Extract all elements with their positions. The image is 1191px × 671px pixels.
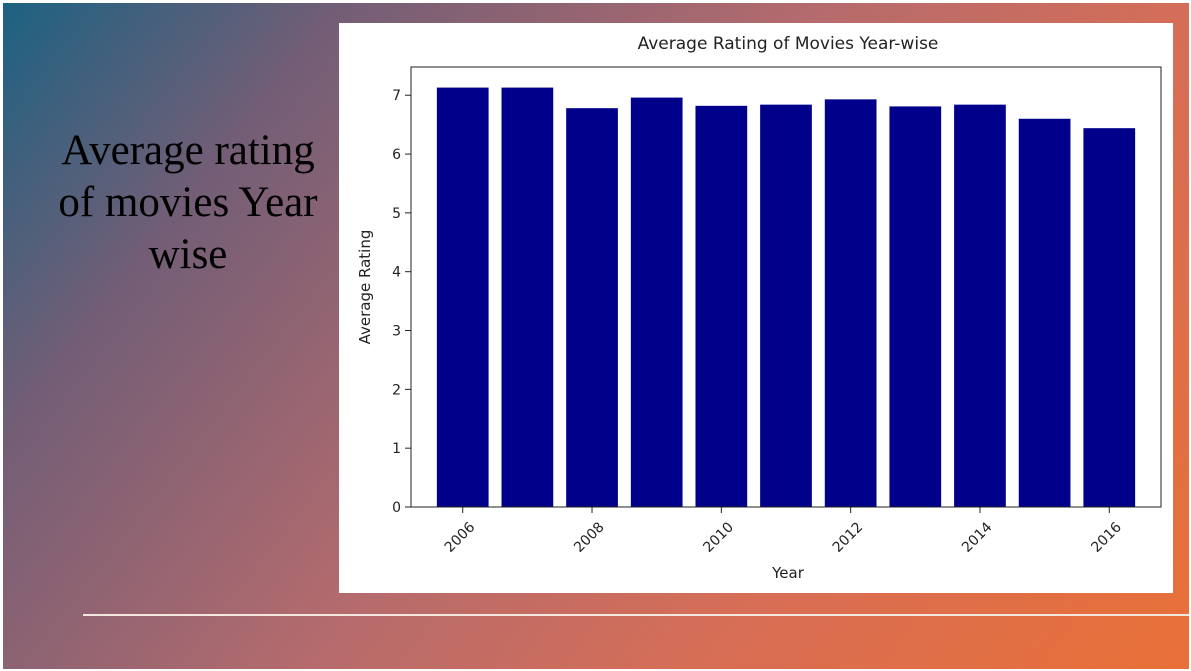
y-tick-label: 4 xyxy=(392,265,401,281)
x-tick-label: 2006 xyxy=(442,519,479,556)
x-tick-label: 2014 xyxy=(959,519,996,556)
x-tick-label: 2010 xyxy=(700,519,737,556)
y-axis-label: Average Rating xyxy=(356,230,374,345)
slide-background: Average rating of movies Year wise Avera… xyxy=(3,3,1189,669)
bar-2013 xyxy=(889,106,942,507)
bar-2009 xyxy=(630,97,683,508)
bar-2011 xyxy=(760,104,812,507)
y-tick-label: 2 xyxy=(392,382,401,398)
x-tick-label: 2008 xyxy=(571,519,608,556)
bar-2015 xyxy=(1018,118,1071,507)
slide-divider-line xyxy=(83,614,1189,616)
bar-2007 xyxy=(501,87,554,508)
bar-2012 xyxy=(824,99,877,508)
y-tick-label: 6 xyxy=(392,147,401,163)
slide-title: Average rating of movies Year wise xyxy=(58,127,318,278)
y-tick-label: 0 xyxy=(392,500,401,516)
x-tick-label: 2016 xyxy=(1088,519,1125,556)
bar-2010 xyxy=(695,105,748,507)
chart-title: Average Rating of Movies Year-wise xyxy=(638,34,939,54)
chart-panel: Average Rating of Movies Year-wise Year … xyxy=(339,23,1173,593)
bar-2016 xyxy=(1083,128,1136,508)
bar-2014 xyxy=(954,104,1006,507)
y-tick-label: 5 xyxy=(392,206,401,222)
y-tick-label: 1 xyxy=(392,441,401,457)
bar-2006 xyxy=(436,87,489,508)
x-axis-ticks: 2006 2008 2010 2012 2014 2016 xyxy=(442,507,1125,556)
bar-chart: Average Rating of Movies Year-wise Year … xyxy=(356,34,1162,582)
x-tick-label: 2012 xyxy=(830,519,867,556)
y-axis-ticks: 0 1 2 3 4 5 6 7 xyxy=(392,88,411,516)
bars-group xyxy=(436,87,1136,508)
axes-frame xyxy=(410,66,1162,508)
y-tick-label: 7 xyxy=(392,88,401,104)
x-axis-label: Year xyxy=(771,564,805,582)
bar-2008 xyxy=(566,108,618,508)
y-tick-label: 3 xyxy=(392,324,401,340)
